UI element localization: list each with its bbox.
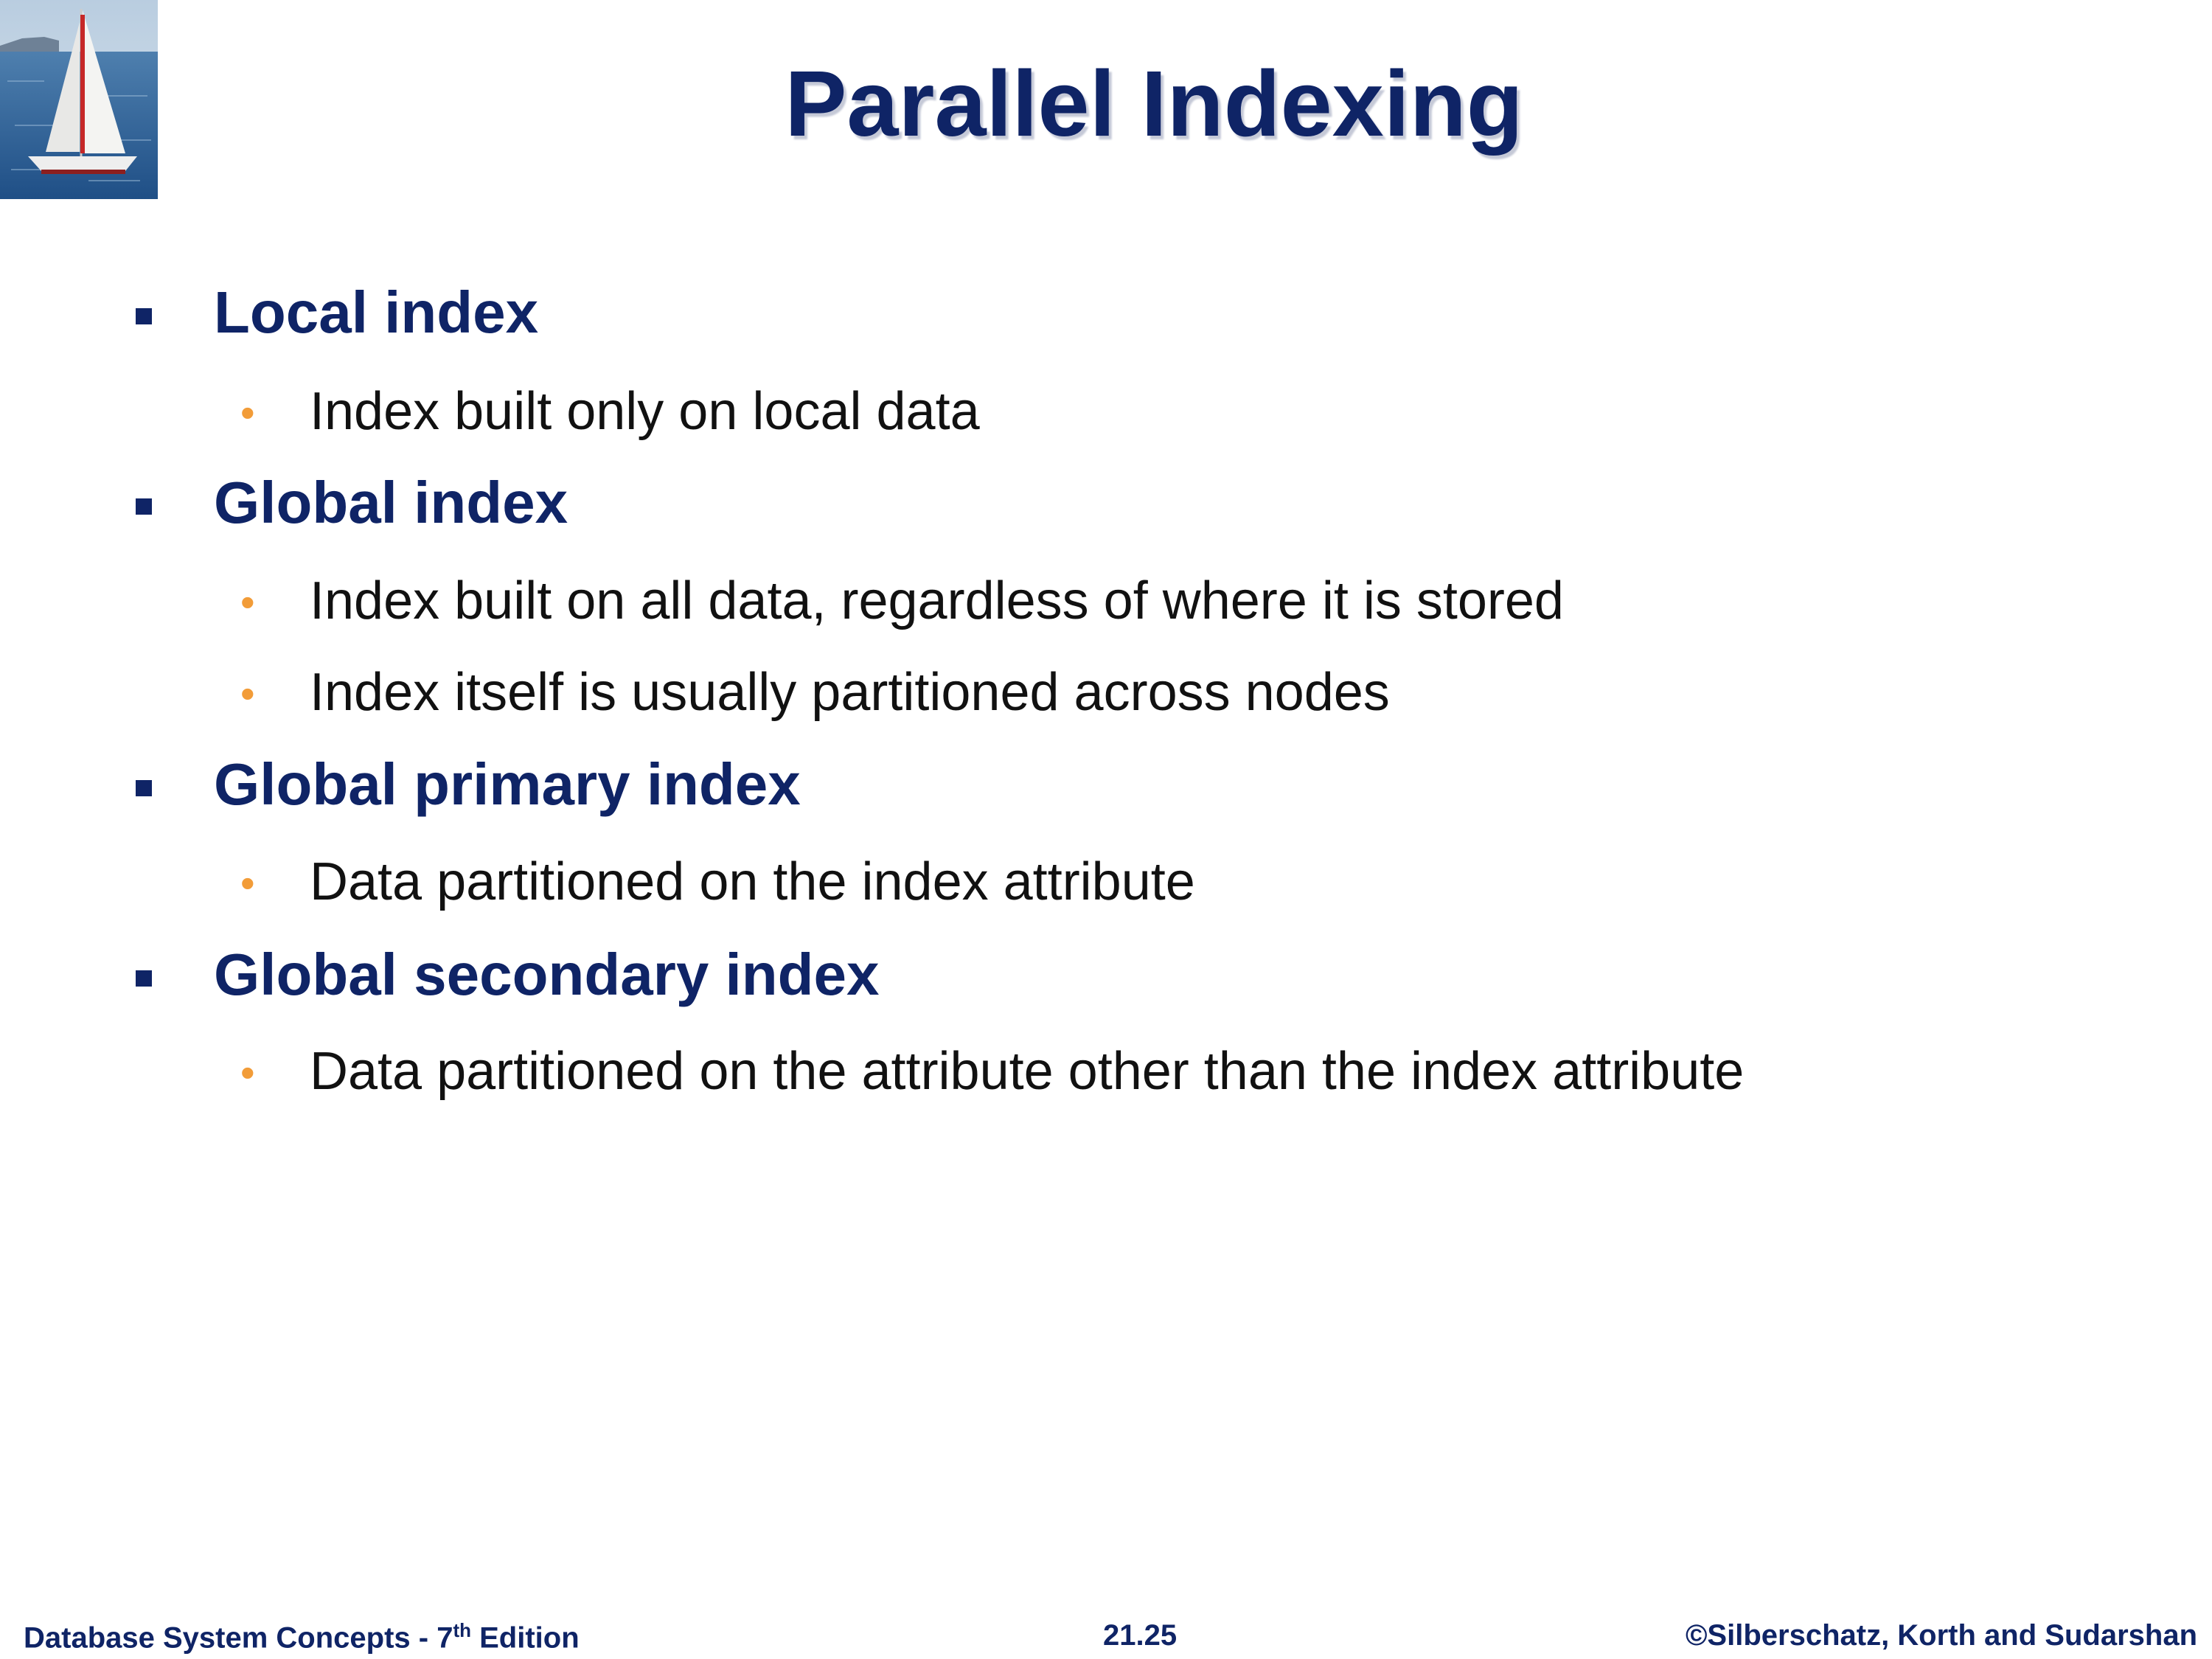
square-bullet-icon <box>136 780 152 796</box>
dot-bullet-icon: • <box>240 579 255 625</box>
bullet-heading: Global index <box>214 470 568 535</box>
page-title: Parallel Indexing <box>785 52 1523 156</box>
footer-book-title-text: Database System Concepts - 7 <box>24 1621 453 1655</box>
sub-bullet-text: Data partitioned on the index attribute <box>310 852 1195 911</box>
sub-bullet-text: Index itself is usually partitioned acro… <box>310 663 1390 722</box>
sailboat-image <box>0 0 158 199</box>
footer-book-title-tail: Edition <box>471 1621 580 1655</box>
dot-bullet-icon: • <box>240 389 255 436</box>
sub-bullet-text: Index built only on local data <box>310 382 980 441</box>
dot-bullet-icon: • <box>240 1049 255 1096</box>
footer-book-title: Database System Concepts - 7th Edition <box>24 1619 580 1655</box>
dot-bullet-icon: • <box>240 860 255 906</box>
bullet-heading: Global secondary index <box>214 942 880 1007</box>
square-bullet-icon <box>136 308 152 324</box>
sub-bullet-text: Index built on all data, regardless of w… <box>310 571 1564 630</box>
dot-bullet-icon: • <box>240 670 255 717</box>
bullet-heading: Global primary index <box>214 751 801 817</box>
sub-bullet-text: Data partitioned on the attribute other … <box>310 1042 1745 1101</box>
footer-page-number: 21.25 <box>1103 1619 1178 1652</box>
footer-book-title-sup: th <box>453 1619 471 1641</box>
square-bullet-icon <box>136 498 152 515</box>
footer-copyright: ©Silberschatz, Korth and Sudarshan <box>1685 1619 2197 1652</box>
square-bullet-icon <box>136 970 152 987</box>
bullet-heading: Local index <box>214 279 539 345</box>
